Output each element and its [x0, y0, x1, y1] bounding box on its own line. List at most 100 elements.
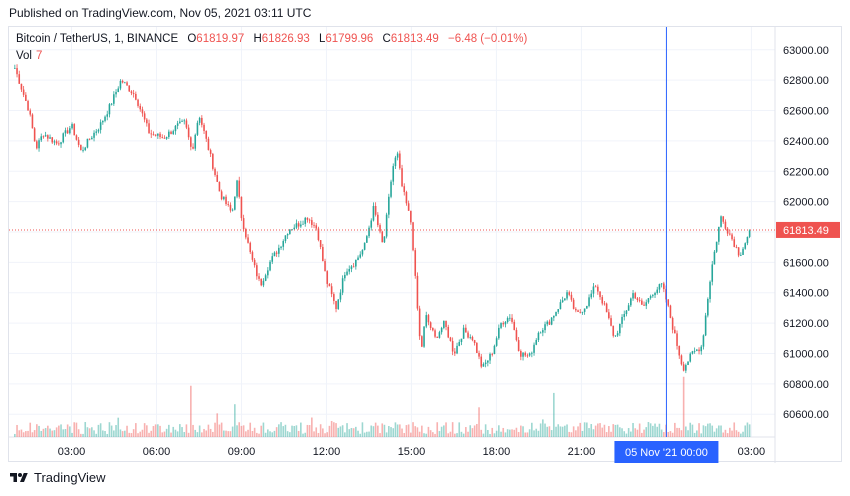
volume-bar [135, 423, 137, 437]
tradingview-logo-icon [10, 472, 28, 482]
candle-body [559, 302, 562, 310]
candle-body [504, 321, 507, 325]
candle-body [69, 128, 71, 134]
candle-body [176, 123, 179, 126]
high-value: 61826.93 [261, 33, 310, 45]
volume-bar [324, 433, 326, 437]
symbol-label[interactable]: Bitcoin / TetherUS, 1, BINANCE [16, 33, 179, 45]
volume-bar [711, 425, 714, 437]
candle-body [731, 234, 733, 240]
volume-bar [720, 425, 722, 437]
volume-bar [443, 425, 445, 437]
candle-body [106, 114, 109, 117]
candle-body [440, 327, 443, 333]
volume-bar [394, 422, 397, 437]
volume-bar [632, 422, 634, 437]
volume-bar [469, 425, 472, 437]
chart-frame[interactable]: 63000.00 62800.00 62600.00 62400.00 62200.00… [8, 26, 843, 463]
candle-body [561, 300, 564, 303]
volume-bar [731, 430, 733, 437]
candle-body [359, 254, 362, 258]
volume-bar [341, 425, 344, 437]
candle-body [566, 292, 568, 299]
volume-bar [654, 423, 656, 437]
volume-bar [601, 427, 604, 437]
volume-bar [361, 422, 364, 437]
footer-brand[interactable]: TradingView [9, 470, 106, 485]
volume-bar [374, 422, 377, 437]
candle-body [119, 80, 122, 89]
open-label: O [187, 33, 197, 45]
candle-body [315, 225, 318, 229]
volume-bar [348, 429, 351, 437]
volume-bar [471, 428, 474, 437]
volume-bar [577, 426, 579, 437]
volume-bar [84, 422, 87, 437]
candle-body [544, 324, 546, 331]
candle-body [687, 361, 689, 366]
candle-body [170, 131, 172, 134]
volume-bar [181, 427, 183, 437]
candle-body [548, 321, 551, 325]
volume-bar [616, 424, 619, 437]
candle-body [328, 283, 331, 287]
volume-bar [685, 426, 687, 437]
candle-body [443, 320, 445, 328]
candle-body [533, 344, 535, 353]
volume-bar [429, 430, 432, 437]
candle-body [436, 336, 439, 338]
volume-bar [559, 426, 562, 437]
published-note: Published on TradingView.com, Nov 05, 20… [9, 6, 312, 20]
candle-body [590, 293, 593, 298]
volume-bar [498, 425, 500, 437]
candle-body [227, 204, 230, 205]
volume-bar [674, 422, 676, 437]
volume-bar [550, 430, 553, 437]
volume-bar [293, 425, 296, 437]
volume-bar [454, 433, 456, 437]
volume-bar [522, 426, 524, 437]
volume-bar [491, 427, 494, 437]
volume-bar [570, 432, 573, 437]
volume-bar [159, 425, 161, 437]
volume-bar [38, 425, 40, 437]
volume-bar [104, 431, 106, 437]
candle-body [423, 326, 425, 347]
volume-bar [737, 431, 740, 437]
candle-body [522, 352, 524, 357]
candle-body [311, 220, 313, 225]
candle-body [355, 260, 357, 267]
candle-body [212, 153, 214, 169]
chart-canvas[interactable]: 63000.00 62800.00 62600.00 62400.00 62200.00… [9, 27, 843, 463]
candle-body [555, 311, 557, 316]
volume-bar [47, 425, 49, 437]
candle-body [394, 157, 397, 167]
x-tick-label: 03:00 [738, 446, 766, 458]
volume-bar [682, 376, 685, 437]
candle-body [449, 337, 452, 341]
volume-bar [460, 431, 463, 437]
volume-bar [207, 424, 210, 437]
candle-body [247, 237, 249, 243]
volume-bar [572, 426, 575, 437]
volume-bar [517, 432, 520, 437]
volume-bar [55, 427, 58, 437]
volume-bar [113, 430, 115, 437]
candle-body [91, 137, 93, 140]
volume-bar [121, 431, 124, 437]
volume-bar [638, 423, 641, 437]
candle-body [289, 229, 291, 234]
candle-body [269, 261, 271, 271]
volume-bar [18, 430, 21, 437]
volume-bar [693, 432, 696, 437]
candle-body [601, 297, 604, 304]
volume-bar [284, 424, 287, 437]
volume-bar [658, 423, 661, 437]
volume-bar [533, 430, 535, 437]
candle-body [487, 360, 489, 363]
volume-label[interactable]: Vol [16, 50, 32, 62]
volume-bar [282, 426, 285, 437]
candle-body [86, 138, 89, 148]
volume-bar [678, 427, 681, 437]
candle-body [352, 266, 355, 268]
